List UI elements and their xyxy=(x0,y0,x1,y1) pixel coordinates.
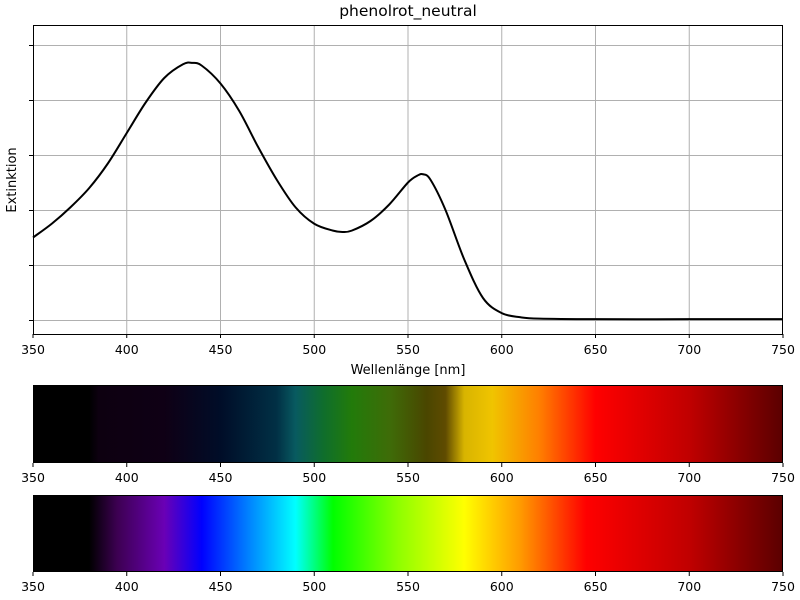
x-tick-label: 750 xyxy=(771,342,795,357)
grid xyxy=(33,25,783,334)
absorption-plot: phenolrot_neutral 350 400 450 500 550 600 650 7… xyxy=(5,2,795,378)
band-tick-label: 500 xyxy=(302,579,326,594)
band-tick-label: 400 xyxy=(115,579,139,594)
y-axis-ticks xyxy=(29,45,33,321)
absorption-color-band: 350 400 450 500 550 600 650 700 750 xyxy=(21,385,795,485)
spectrum-band-frame xyxy=(33,495,783,572)
band-tick-label: 400 xyxy=(115,470,139,485)
band-tick-label: 600 xyxy=(490,470,514,485)
absorption-band-fill xyxy=(33,385,783,463)
x-axis-ticks: 350 400 450 500 550 600 650 700 750 xyxy=(21,334,795,357)
x-tick-label: 600 xyxy=(490,342,514,357)
band-tick-label: 600 xyxy=(490,579,514,594)
x-tick-label: 500 xyxy=(302,342,326,357)
band-tick-label: 700 xyxy=(677,579,701,594)
band-tick-label: 450 xyxy=(209,470,233,485)
band-tick-label: 500 xyxy=(302,470,326,485)
band-tick-label: 550 xyxy=(396,579,420,594)
chart-title: phenolrot_neutral xyxy=(339,2,477,21)
x-tick-label: 450 xyxy=(209,342,233,357)
x-tick-label: 350 xyxy=(21,342,45,357)
absorption-band-ticks: 350 400 450 500 550 600 650 700 750 xyxy=(21,463,795,485)
spectrum-band-ticks: 350 400 450 500 550 600 650 700 750 xyxy=(21,572,795,594)
band-tick-label: 750 xyxy=(771,579,795,594)
visible-spectrum-band: 350 400 450 500 550 600 650 700 750 xyxy=(21,495,795,594)
y-axis-label: Extinktion xyxy=(5,147,20,212)
x-tick-label: 550 xyxy=(396,342,420,357)
spectrum-band-fill xyxy=(33,495,783,572)
band-tick-label: 450 xyxy=(209,579,233,594)
band-tick-label: 550 xyxy=(396,470,420,485)
band-tick-label: 750 xyxy=(771,470,795,485)
x-tick-label: 650 xyxy=(584,342,608,357)
band-tick-label: 350 xyxy=(21,579,45,594)
band-tick-label: 650 xyxy=(584,470,608,485)
absorption-band-frame xyxy=(33,385,783,463)
x-tick-label: 700 xyxy=(677,342,701,357)
extinction-curve xyxy=(32,61,783,321)
band-tick-label: 350 xyxy=(21,470,45,485)
x-axis-label: Wellenlänge [nm] xyxy=(351,363,466,378)
x-tick-label: 400 xyxy=(115,342,139,357)
band-tick-label: 650 xyxy=(584,579,608,594)
band-tick-label: 700 xyxy=(677,470,701,485)
